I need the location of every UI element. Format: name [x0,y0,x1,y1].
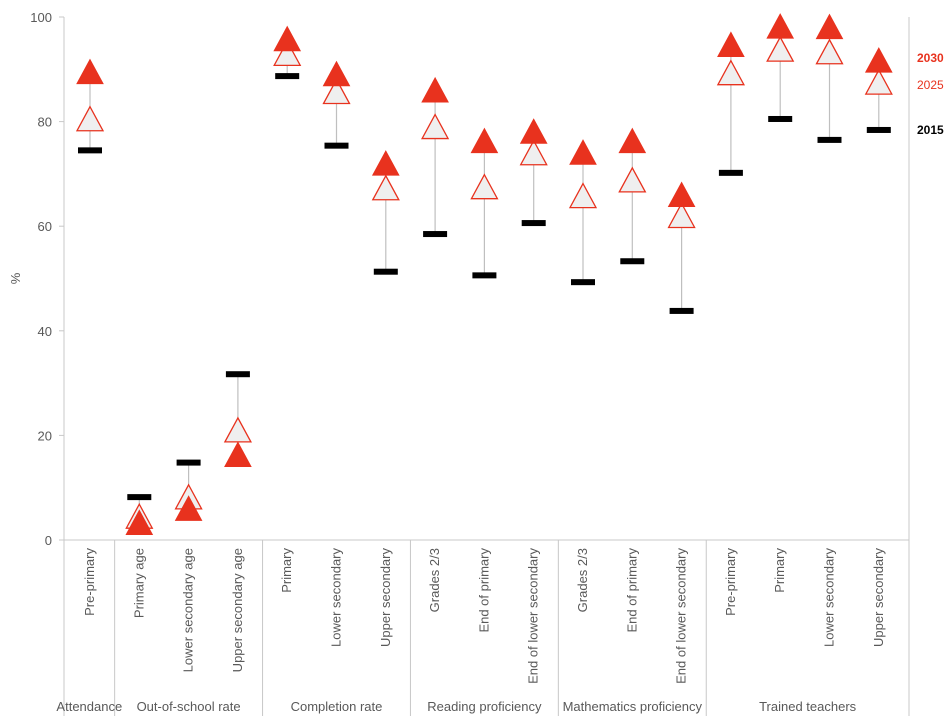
marker-2030 [125,509,154,535]
marker-2015 [225,371,250,378]
marker-2015 [472,272,497,279]
y-axis-ticks: 0 20 40 60 80 100% [8,10,64,548]
marker-2015 [127,494,152,501]
marker-2030 [76,58,104,85]
marker-2030 [717,31,745,57]
legend-2030: 2030 [917,51,944,65]
group-label: Mathematics proficiency [563,699,703,714]
marker-2025 [75,105,105,132]
category-label: Lower secondary [822,548,837,647]
marker-2025 [519,139,548,166]
marker-2025 [223,416,252,443]
category-label: Upper secondary age [230,548,245,672]
group-label: Completion rate [291,699,383,714]
marker-2015 [669,307,694,314]
marker-2030 [371,150,400,176]
marker-2015 [176,459,201,466]
marker-2025 [864,68,893,95]
marker-2015 [817,136,842,143]
category-label: End of lower secondary [674,548,689,684]
group-label: Reading proficiency [427,699,542,714]
category-label: End of primary [476,548,491,633]
y-tick-label: 60 [38,219,52,234]
marker-2030 [815,13,844,40]
legend-2015: 2015 [917,123,944,137]
marker-2030 [174,495,203,521]
marker-2030 [864,47,893,73]
marker-2015 [571,279,595,286]
category-label: Upper secondary [378,548,393,647]
marker-2025 [371,174,400,201]
marker-2030 [224,441,252,467]
category-label: Primary [772,548,787,593]
category-label: Grades 2/3 [575,548,590,612]
category-labels: Pre-primary Primary age Lower secondary ag… [82,548,886,684]
marker-2015 [275,73,300,80]
y-tick-label: 0 [45,533,52,548]
marker-2015 [768,115,793,122]
y-tick-label: 100 [30,10,52,25]
marker-2030 [322,60,351,87]
category-label: End of primary [624,548,639,633]
marker-2030 [421,76,449,103]
category-label: Lower secondary [329,548,344,647]
marker-2030 [470,127,499,154]
marker-2015 [78,147,102,154]
marker-2015 [324,142,349,149]
marker-2030 [667,181,696,208]
marker-2030 [618,127,647,154]
group-label: Out-of-school rate [137,699,241,714]
legend-2025: 2025 [917,78,944,92]
axes [63,17,910,541]
marker-2025 [815,38,844,65]
series-markers [75,13,893,535]
marker-2015 [423,231,448,238]
marker-2015 [620,258,645,265]
category-label: Grades 2/3 [427,548,442,612]
marker-2030 [273,25,302,52]
marker-2025 [421,113,450,140]
y-tick-label: 40 [38,324,52,339]
marker-2025 [716,59,745,86]
category-label: Lower secondary age [181,548,196,672]
marker-2015 [521,220,546,227]
marker-2015 [866,126,891,133]
marker-2025 [568,182,598,209]
group-labels: Attendance Out-of-school rate Completion r… [56,540,910,716]
marker-2030 [519,118,548,144]
legend: 2030 2025 2015 [917,51,944,137]
category-label: Pre-primary [723,548,738,616]
marker-2015 [373,268,398,275]
category-label: Pre-primary [82,548,97,616]
marker-2025 [766,35,795,62]
marker-2025 [618,166,647,193]
category-label: Primary [279,548,294,593]
marker-2025 [667,202,696,229]
y-axis-label: % [8,272,23,284]
marker-2030 [569,139,597,165]
marker-2025 [322,78,351,105]
marker-2015 [718,169,743,176]
marker-2030 [766,13,795,39]
marker-2025 [273,39,302,66]
group-label: Attendance [56,699,122,714]
marker-2025 [470,173,499,200]
y-tick-label: 80 [38,115,52,130]
category-label: Upper secondary [871,548,886,647]
y-tick-label: 20 [38,428,52,443]
group-label: Trained teachers [759,699,857,714]
category-label: End of lower secondary [526,548,541,684]
category-label: Primary age [131,548,146,618]
